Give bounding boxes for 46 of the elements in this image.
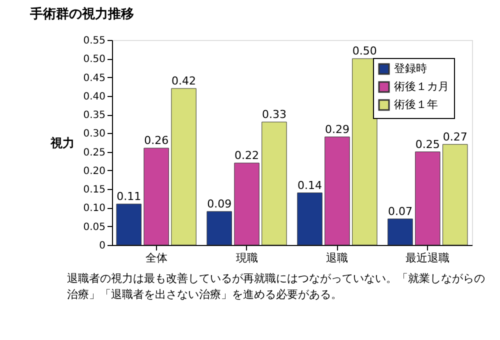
y-tick-label: 0.20 xyxy=(83,166,106,177)
bar xyxy=(297,192,322,246)
bar xyxy=(388,218,413,246)
y-tick-label: 0.35 xyxy=(83,110,106,122)
text: 0.29 xyxy=(324,122,350,136)
text: 退職者の視力は最も改善しているが再就職にはつながっていない。「就業しながらの治療」「退職者を出さない治療」を進める必要がある。 xyxy=(67,272,485,301)
y-tick-label: 0.05 xyxy=(83,222,106,233)
y-tick-label: 0 xyxy=(99,240,106,252)
y-tick-label: 0.10 xyxy=(83,203,106,214)
y-tick-label: 0.45 xyxy=(83,72,106,84)
bar xyxy=(262,122,287,246)
y-tick-label: 0.40 xyxy=(83,91,106,102)
x-tick-label: 全体 xyxy=(145,252,168,264)
text: 0.22 xyxy=(234,149,260,162)
text: 0.33 xyxy=(262,108,286,121)
y-tick-label: 0.15 xyxy=(83,184,106,196)
bar xyxy=(116,204,142,246)
text: 0.27 xyxy=(442,130,468,144)
text: 0.26 xyxy=(144,134,169,148)
legend-label: 術後１カ月 xyxy=(394,80,449,93)
bar xyxy=(415,152,440,246)
bar xyxy=(352,58,378,246)
bar xyxy=(324,136,350,246)
x-tick-label: 退職 xyxy=(326,252,348,264)
bar xyxy=(206,211,232,246)
y-tick-label: 0.25 xyxy=(83,147,106,158)
x-tick-label: 現職 xyxy=(236,252,258,264)
x-tick-label: 最近退職 xyxy=(406,252,450,264)
bar xyxy=(234,162,260,246)
y-tick-label: 0.50 xyxy=(83,54,106,66)
text: 0.25 xyxy=(415,138,440,151)
bar xyxy=(144,148,169,246)
text: 0.42 xyxy=(172,74,196,88)
text: 0.14 xyxy=(298,178,322,192)
text: 0.50 xyxy=(352,44,377,58)
chart-title: 手術群の視力推移 xyxy=(29,6,134,22)
bar xyxy=(442,144,468,246)
legend-label: 登録時 xyxy=(394,62,427,75)
y-tick-label: 0.30 xyxy=(83,128,106,140)
text: 0.07 xyxy=(388,204,412,218)
text: 0.11 xyxy=(116,190,142,203)
y-tick-label: 0.55 xyxy=(83,36,106,46)
text: 0.09 xyxy=(207,197,232,210)
bar xyxy=(171,88,196,246)
legend-label: 術後１年 xyxy=(394,98,438,111)
y-axis-title: 視力 xyxy=(50,136,74,150)
